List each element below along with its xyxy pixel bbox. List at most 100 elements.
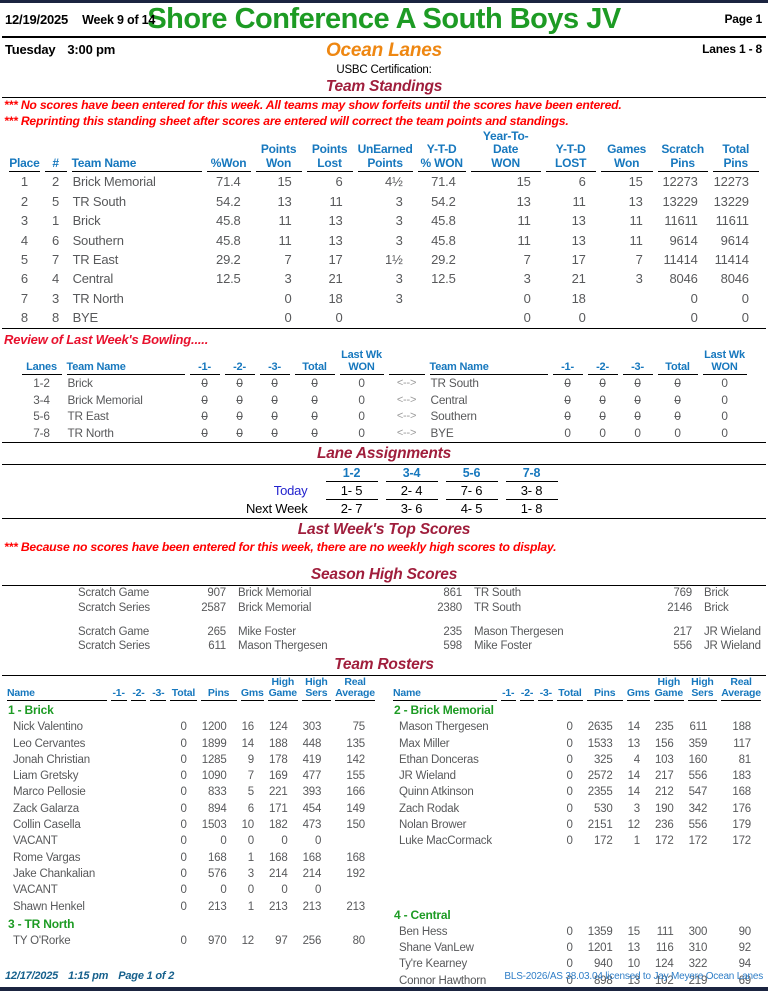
roster-col-header: Gms bbox=[240, 677, 264, 702]
total-cell: 0 bbox=[566, 721, 573, 734]
games-cell: 12 bbox=[241, 934, 255, 947]
table-row: 1-2 Brick 0 0 0 0 0 <--> TR South 0 0 0 0 0 bbox=[22, 375, 747, 392]
standings-cell: 7 bbox=[523, 251, 531, 267]
team-name-cell: Brick Memorial bbox=[67, 392, 143, 407]
header-line: LOST bbox=[555, 155, 587, 170]
high-score-name: Mason Thergesen bbox=[474, 625, 564, 638]
high-score-row: Scratch Series 611 Mason Thergesen 598 Mike … bbox=[0, 639, 768, 654]
pins-cell: 894 bbox=[207, 802, 227, 815]
top-scores-rule bbox=[2, 517, 766, 519]
roster-col-header: Gms bbox=[626, 677, 650, 702]
header-line: Y-T-D bbox=[426, 142, 457, 157]
roster-player-row: Nolan Brower 0 2151 12 236 556 179 bbox=[393, 817, 761, 833]
games-cell: 0 bbox=[247, 835, 254, 848]
average-cell: 92 bbox=[738, 941, 752, 954]
total-cell: 0 bbox=[566, 786, 573, 799]
high-score-name: TR South bbox=[474, 587, 521, 600]
roster-player-row: Luke MacCormack 0 172 1 172 172 172 bbox=[393, 833, 761, 849]
standings-cell: 6 bbox=[578, 174, 586, 190]
high-score-row: Scratch Series 2587 Brick Memorial 2380 TR S… bbox=[0, 601, 768, 616]
game3-cell bbox=[538, 801, 553, 817]
standings-cell: 13 bbox=[628, 193, 643, 209]
high-series-cell: 477 bbox=[302, 770, 322, 783]
average-cell: 80 bbox=[352, 934, 366, 947]
pins-cell: 1200 bbox=[201, 721, 227, 734]
lane-pair-header: 7-8 bbox=[505, 465, 558, 482]
pins-cell: 898 bbox=[593, 974, 613, 987]
header-line: Average bbox=[721, 687, 761, 700]
games-cell: 3 bbox=[633, 802, 640, 815]
high-score-name: JR Wieland bbox=[704, 625, 761, 638]
game2-cell bbox=[131, 752, 147, 768]
pins-cell: 1285 bbox=[201, 753, 227, 766]
standings-cell: Central bbox=[72, 271, 114, 287]
score-cell: 0 bbox=[236, 376, 243, 391]
games-cell: 5 bbox=[247, 786, 254, 799]
roster-col-header: Real Average bbox=[335, 677, 375, 702]
report-date-week: 12/19/2025 Week 9 of 14 bbox=[5, 12, 155, 27]
standings-cell: 3 bbox=[395, 271, 403, 287]
game1-cell bbox=[501, 833, 516, 849]
games-cell: 14 bbox=[627, 721, 641, 734]
today-row: Today 1- 5 2- 4 7- 6 3- 8 bbox=[211, 482, 558, 501]
average-cell: 176 bbox=[732, 802, 751, 815]
score-cell: 0 bbox=[236, 425, 243, 440]
score-cell: 0 bbox=[271, 392, 278, 407]
games-cell: 12 bbox=[627, 819, 641, 832]
pins-cell: 172 bbox=[593, 835, 613, 848]
score-cell: 0 bbox=[271, 409, 278, 424]
high-game-cell: 0 bbox=[281, 884, 288, 897]
total-cell: 0 bbox=[566, 958, 573, 971]
table-row: 3 1 Brick 45.8 11 13 3 45.8 11 13 11 11611 11611 bbox=[9, 211, 759, 230]
pairing-arrow: <--> bbox=[396, 426, 417, 439]
standings-cell: 3 bbox=[284, 271, 292, 287]
lanes-cell: 3-4 bbox=[33, 392, 50, 407]
standings-cell bbox=[207, 308, 251, 327]
lane-pair-header: 1-2 bbox=[325, 466, 378, 482]
standings-col-header: Points Won bbox=[255, 130, 302, 173]
arrow-col-header bbox=[388, 349, 425, 376]
total-cell: 0 bbox=[180, 786, 187, 799]
roster-col-header: Name bbox=[393, 677, 497, 702]
games-cell: 1 bbox=[247, 851, 254, 864]
high-game-cell: 221 bbox=[268, 786, 288, 799]
center-name: Ocean Lanes bbox=[325, 40, 443, 61]
roster-player-row: Zach Rodak 0 530 3 190 342 176 bbox=[393, 801, 761, 817]
standings-cell: 13 bbox=[277, 193, 292, 209]
roster-team-row: 2 - Brick Memorial bbox=[393, 701, 761, 719]
standings-cell: 0 bbox=[741, 290, 749, 306]
high-series-cell: 448 bbox=[302, 737, 322, 750]
high-score-name: Mike Foster bbox=[238, 625, 296, 638]
player-name-cell: Max Miller bbox=[399, 737, 450, 750]
player-name-cell: Jonah Christian bbox=[13, 753, 90, 766]
high-game-cell: 235 bbox=[654, 721, 674, 734]
roster-col-header: Name bbox=[7, 677, 107, 702]
roster-team-row: 1 - Brick bbox=[7, 701, 375, 719]
roster-body: 2 - Brick Memorial Mason Thergesen 0 2635 14… bbox=[393, 701, 761, 991]
games-cell: 15 bbox=[627, 925, 641, 938]
high-series-cell: 473 bbox=[302, 819, 322, 832]
high-score-value: 235 bbox=[443, 625, 462, 638]
game2-cell bbox=[520, 736, 535, 752]
review-col-header: Total bbox=[294, 349, 335, 376]
header-line: Pins bbox=[670, 155, 695, 170]
games-cell: 0 bbox=[247, 884, 254, 897]
header-line: WON bbox=[711, 360, 738, 373]
review-col-header: Team Name bbox=[429, 349, 548, 376]
high-game-cell: 124 bbox=[268, 721, 288, 734]
roster-player-row: Max Miller 0 1533 13 156 359 117 bbox=[393, 736, 761, 752]
header-line: Pins bbox=[723, 155, 748, 170]
roster-player-row: Jake Chankalian 0 576 3 214 214 192 bbox=[7, 866, 375, 882]
header-line: -2- bbox=[520, 687, 534, 700]
next-week-matchup: 1- 8 bbox=[520, 501, 543, 517]
game3-cell bbox=[150, 850, 166, 866]
table-row: 3-4 Brick Memorial 0 0 0 0 0 <--> Central 0 0 0 0 0 bbox=[22, 392, 747, 409]
standings-body: 1 2 Brick Memorial 71.4 15 6 4½ 71.4 15 6 15 12273 1… bbox=[9, 172, 759, 327]
average-cell: 135 bbox=[346, 737, 365, 750]
header-line: 7-8 bbox=[522, 465, 541, 480]
standings-col-header: Y-T-D LOST bbox=[545, 130, 596, 173]
standings-cell: 1 bbox=[20, 174, 28, 190]
header-line: -3- bbox=[539, 687, 552, 700]
standings-cell: 8 bbox=[20, 310, 28, 326]
player-name-cell: Jake Chankalian bbox=[13, 867, 96, 880]
